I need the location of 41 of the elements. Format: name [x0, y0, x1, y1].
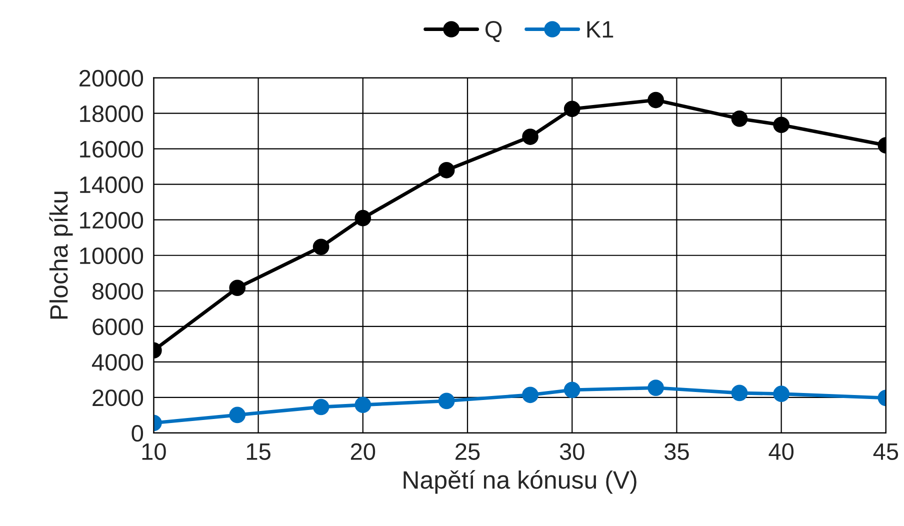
point — [522, 128, 538, 145]
legend-label: K1 — [587, 21, 614, 38]
point — [438, 392, 455, 410]
x-tick-label: 10 — [142, 443, 166, 460]
point — [564, 382, 580, 398]
x-tick-label: 25 — [456, 443, 480, 460]
x-tick-label: 45 — [873, 443, 898, 460]
point — [564, 100, 580, 118]
point — [312, 398, 330, 416]
y-tick-label: 4000 — [92, 354, 144, 371]
point — [648, 380, 664, 396]
point — [522, 386, 538, 404]
x-tick-label: 30 — [560, 443, 584, 460]
y-tick-label: 8000 — [92, 282, 144, 300]
x-tick-label: 15 — [246, 443, 270, 460]
y-tick-label: 16000 — [80, 140, 144, 158]
point — [731, 384, 748, 402]
y-tick-label: 0 — [132, 424, 144, 442]
y-tick-label: 14000 — [80, 176, 144, 194]
point — [229, 406, 246, 424]
y-tick-label: 20000 — [79, 70, 144, 87]
y-tick-label: 2000 — [92, 389, 144, 406]
y-tick-label: 10000 — [80, 247, 144, 264]
y-tick-label: 12000 — [80, 212, 144, 229]
point — [354, 396, 372, 414]
point — [773, 386, 790, 402]
point — [731, 110, 748, 127]
x-tick-label: 40 — [768, 443, 794, 460]
y-tick-label: 18000 — [80, 105, 144, 122]
point — [312, 238, 330, 256]
x-tick-label: 35 — [664, 443, 689, 460]
y-axis-title: Plocha píku — [49, 192, 73, 319]
point — [438, 162, 455, 178]
y-tick-label: 6000 — [92, 318, 144, 336]
point — [229, 280, 246, 296]
point — [354, 210, 372, 226]
x-tick-label: 20 — [350, 443, 376, 460]
x-axis-title: Napětí na kónusu (V) — [404, 470, 636, 494]
point — [648, 92, 664, 108]
legend-label: Q — [485, 21, 502, 42]
point — [773, 116, 790, 134]
